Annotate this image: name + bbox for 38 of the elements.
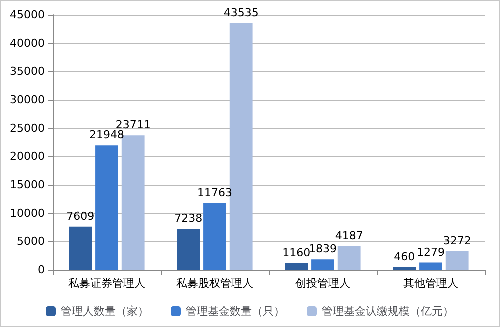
bar (204, 203, 226, 270)
bar (96, 146, 118, 270)
data-label: 1279 (417, 246, 445, 259)
data-label: 11763 (198, 186, 232, 200)
data-label: 1839 (309, 242, 337, 256)
x-tick-label: 私募股权管理人 (176, 277, 254, 290)
y-tick-label: 25000 (10, 122, 45, 135)
bar (446, 251, 469, 270)
y-tick-label: 20000 (10, 150, 45, 164)
data-label: 7609 (66, 210, 95, 223)
data-label: 3272 (443, 234, 472, 248)
y-tick-label: 0 (38, 264, 45, 276)
x-tick-label: 私募证券管理人 (68, 277, 146, 290)
legend-label: 管理基金数量（只） (186, 305, 285, 318)
y-tick-label: 35000 (10, 65, 45, 78)
bar (285, 263, 308, 270)
y-tick-label: 45000 (10, 8, 45, 22)
bar (312, 260, 334, 270)
bar (420, 262, 442, 270)
data-label: 43535 (224, 6, 259, 20)
x-tick-label: 创投管理人 (296, 277, 350, 290)
data-label: 7238 (174, 212, 203, 225)
bar (177, 228, 200, 270)
y-tick-label: 10000 (10, 206, 45, 220)
bar (69, 226, 92, 270)
data-label: 460 (394, 250, 416, 264)
y-tick-label: 15000 (10, 178, 45, 192)
legend-label: 管理人数量（家） (61, 305, 149, 318)
data-label: 21948 (90, 128, 124, 142)
data-label: 4187 (335, 229, 364, 242)
data-label: 1160 (282, 246, 311, 260)
y-tick-label: 30000 (10, 94, 45, 106)
legend-label: 管理基金认缴规模（亿元） (322, 305, 454, 318)
x-tick-label: 其他管理人 (404, 277, 458, 290)
y-tick-label: 5000 (17, 235, 45, 248)
bar (338, 246, 361, 270)
y-tick-label: 40000 (10, 36, 45, 50)
bar (393, 267, 416, 270)
